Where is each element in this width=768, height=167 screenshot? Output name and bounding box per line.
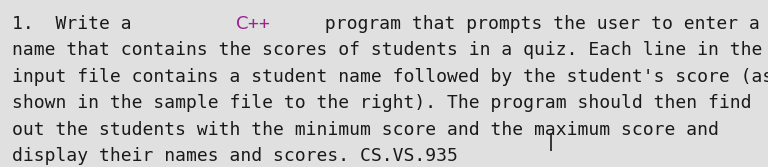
Text: display their names and scores. CS.VS.935: display their names and scores. CS.VS.93… xyxy=(12,147,458,165)
Text: 1.  Write a: 1. Write a xyxy=(12,15,142,33)
Text: program that prompts the user to enter a file: program that prompts the user to enter a… xyxy=(314,15,768,33)
Text: $\mathrm{C}$++: $\mathrm{C}$++ xyxy=(236,15,271,33)
Text: shown in the sample file to the right). The program should then find: shown in the sample file to the right). … xyxy=(12,94,751,112)
Text: out the students with the minimum score and the maximum score and: out the students with the minimum score … xyxy=(12,121,718,139)
Text: input file contains a student name followed by the student's score (as: input file contains a student name follo… xyxy=(12,68,768,86)
Text: name that contains the scores of students in a quiz. Each line in the: name that contains the scores of student… xyxy=(12,41,762,59)
Text: display their names and scores. CS.VS.935: display their names and scores. CS.VS.93… xyxy=(12,147,458,165)
